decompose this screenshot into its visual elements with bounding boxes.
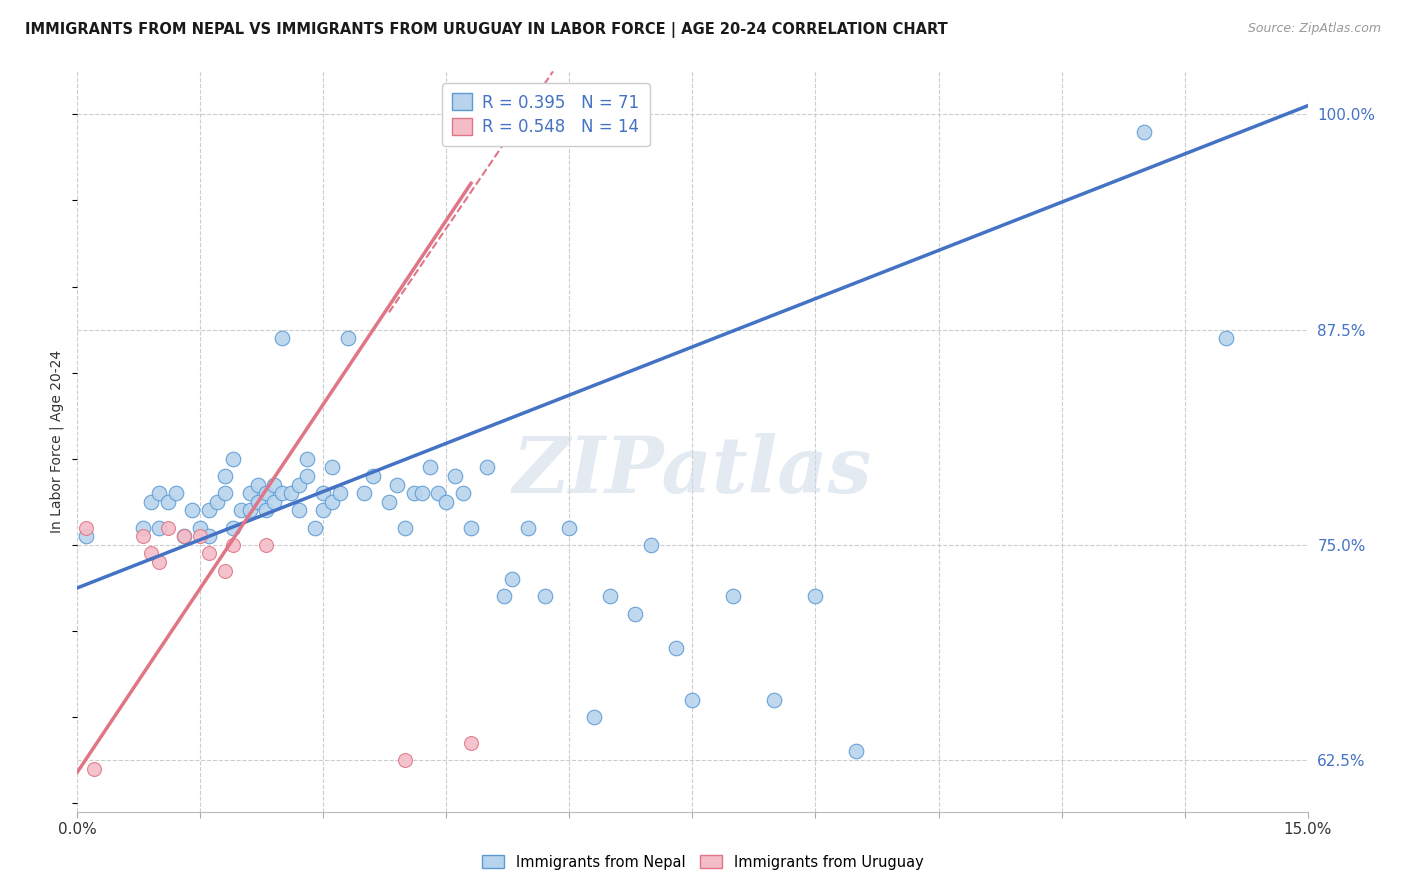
Point [419,460,441,475]
Y-axis label: In Labor Force | Age 20-24: In Labor Force | Age 20-24 [49,350,65,533]
Point [188,529,212,543]
Point [361,469,384,483]
Point [337,331,360,345]
Point [558,521,581,535]
Point [492,590,515,604]
Point [246,495,269,509]
Point [173,529,195,543]
Point [321,495,343,509]
Point [271,331,294,345]
Point [148,486,170,500]
Point [214,486,236,500]
Point [329,486,352,500]
Point [173,529,195,543]
Point [141,495,163,509]
Point [460,736,482,750]
Point [387,477,409,491]
Point [312,486,335,500]
Point [75,521,97,535]
Point [254,538,277,552]
Point [132,529,155,543]
Point [804,590,827,604]
Point [427,486,450,500]
Point [665,641,688,656]
Point [214,469,236,483]
Point [254,486,277,500]
Legend: R = 0.395   N = 71, R = 0.548   N = 14: R = 0.395 N = 71, R = 0.548 N = 14 [443,83,650,146]
Point [378,495,401,509]
Point [436,495,458,509]
Point [214,564,236,578]
Point [1215,331,1237,345]
Point [517,521,540,535]
Point [451,486,474,500]
Point [295,469,318,483]
Point [141,546,163,560]
Point [197,503,219,517]
Point [197,546,219,560]
Legend: Immigrants from Nepal, Immigrants from Uruguay: Immigrants from Nepal, Immigrants from U… [477,849,929,876]
Point [583,710,606,724]
Point [288,503,311,517]
Point [288,477,311,491]
Point [239,503,262,517]
Point [263,477,285,491]
Point [263,495,285,509]
Point [254,503,277,517]
Point [534,590,557,604]
Point [1132,125,1154,139]
Point [353,486,375,500]
Point [271,486,294,500]
Point [222,451,245,466]
Point [188,521,212,535]
Text: IMMIGRANTS FROM NEPAL VS IMMIGRANTS FROM URUGUAY IN LABOR FORCE | AGE 20-24 CORR: IMMIGRANTS FROM NEPAL VS IMMIGRANTS FROM… [25,22,948,38]
Point [295,451,318,466]
Point [321,460,343,475]
Point [156,495,179,509]
Point [75,529,97,543]
Point [222,521,245,535]
Point [477,460,499,475]
Point [411,486,433,500]
Point [165,486,187,500]
Point [460,521,482,535]
Point [197,529,219,543]
Point [763,693,786,707]
Point [402,486,425,500]
Point [624,607,647,621]
Point [83,762,105,776]
Point [132,521,155,535]
Point [231,503,253,517]
Point [148,521,170,535]
Point [156,521,179,535]
Point [304,521,326,535]
Point [394,521,416,535]
Point [246,477,269,491]
Point [205,495,228,509]
Text: Source: ZipAtlas.com: Source: ZipAtlas.com [1247,22,1381,36]
Text: ZIPatlas: ZIPatlas [513,433,872,509]
Point [640,538,662,552]
Point [501,572,523,586]
Point [599,590,621,604]
Point [312,503,335,517]
Point [181,503,204,517]
Point [845,744,868,758]
Point [394,753,416,767]
Point [222,538,245,552]
Point [148,555,170,569]
Point [280,486,302,500]
Point [443,469,465,483]
Point [239,486,262,500]
Point [723,590,745,604]
Point [682,693,704,707]
